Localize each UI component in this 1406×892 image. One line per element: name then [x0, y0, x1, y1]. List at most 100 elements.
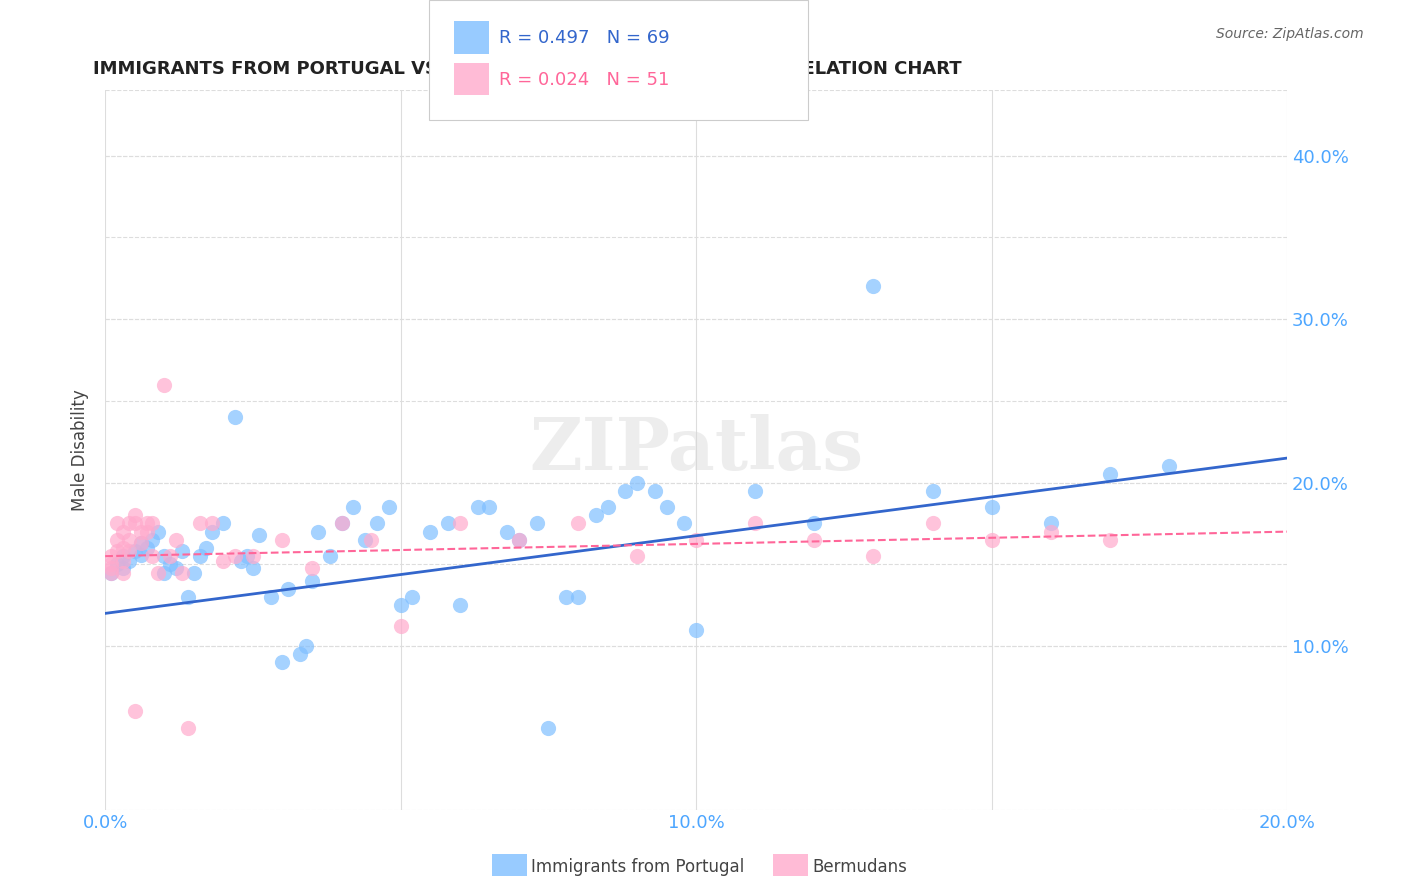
Point [105, 516, 128, 531]
Point [401, 590, 423, 604]
Point [224, 410, 246, 425]
Point [188, 549, 211, 563]
Point [467, 500, 489, 515]
Point [301, 574, 323, 588]
Point [212, 516, 235, 531]
Point [260, 590, 283, 604]
Point [673, 516, 696, 531]
Point [980, 500, 1002, 515]
Point [135, 524, 157, 539]
Point [141, 533, 163, 547]
Point [1157, 459, 1180, 474]
Point [118, 544, 141, 558]
Point [129, 548, 152, 562]
Point [129, 524, 152, 539]
Point [1039, 524, 1062, 539]
Point [153, 377, 176, 392]
Point [301, 560, 323, 574]
Point [242, 560, 264, 574]
Point [626, 549, 648, 563]
Point [508, 533, 530, 547]
Point [105, 533, 128, 547]
Point [921, 516, 943, 531]
Point [307, 524, 329, 539]
Point [271, 533, 294, 547]
Point [105, 544, 128, 558]
Point [803, 516, 825, 531]
Point [980, 533, 1002, 547]
Point [200, 516, 222, 531]
Point [354, 533, 377, 547]
Point [744, 516, 766, 531]
Point [389, 598, 412, 612]
Point [118, 554, 141, 568]
Text: R = 0.024   N = 51: R = 0.024 N = 51 [499, 71, 669, 89]
Point [170, 544, 193, 558]
Point [319, 549, 342, 563]
Point [685, 623, 707, 637]
Point [148, 524, 170, 539]
Point [1039, 516, 1062, 531]
Point [153, 549, 176, 563]
Point [229, 554, 252, 568]
Point [111, 566, 134, 580]
Point [449, 598, 471, 612]
Point [111, 549, 134, 563]
Point [124, 705, 146, 719]
Point [437, 516, 460, 531]
Text: Bermudans: Bermudans [813, 858, 907, 876]
Point [685, 533, 707, 547]
Point [118, 533, 141, 547]
Point [100, 566, 122, 580]
Point [153, 566, 176, 580]
Point [105, 558, 128, 572]
Point [170, 566, 193, 580]
Point [177, 721, 200, 735]
Point [921, 483, 943, 498]
Point [360, 533, 382, 547]
Point [342, 500, 364, 515]
Point [537, 721, 560, 735]
Point [148, 566, 170, 580]
Point [803, 533, 825, 547]
Point [236, 549, 259, 563]
Point [295, 639, 318, 653]
Point [111, 554, 134, 568]
Point [277, 582, 299, 596]
Point [141, 549, 163, 563]
Point [862, 549, 884, 563]
Point [194, 541, 217, 555]
Point [177, 590, 200, 604]
Text: Immigrants from Portugal: Immigrants from Portugal [531, 858, 745, 876]
Point [124, 516, 146, 531]
Point [100, 560, 122, 574]
Point [118, 516, 141, 531]
Text: R = 0.497   N = 69: R = 0.497 N = 69 [499, 29, 669, 47]
Point [224, 549, 246, 563]
Point [111, 541, 134, 555]
Y-axis label: Male Disability: Male Disability [72, 389, 89, 511]
Point [188, 516, 211, 531]
Point [1098, 533, 1121, 547]
Point [644, 483, 666, 498]
Point [567, 590, 589, 604]
Point [614, 483, 637, 498]
Point [100, 566, 122, 580]
Point [100, 549, 122, 563]
Point [135, 516, 157, 531]
Point [389, 619, 412, 633]
Point [247, 528, 270, 542]
Point [141, 516, 163, 531]
Point [526, 516, 548, 531]
Point [129, 536, 152, 550]
Point [496, 524, 519, 539]
Point [596, 500, 619, 515]
Text: IMMIGRANTS FROM PORTUGAL VS BERMUDAN MALE DISABILITY CORRELATION CHART: IMMIGRANTS FROM PORTUGAL VS BERMUDAN MAL… [93, 60, 962, 78]
Point [478, 500, 501, 515]
Point [159, 558, 181, 572]
Point [165, 533, 187, 547]
Text: Source: ZipAtlas.com: Source: ZipAtlas.com [1216, 27, 1364, 41]
Point [330, 516, 353, 531]
Point [271, 656, 294, 670]
Point [626, 475, 648, 490]
